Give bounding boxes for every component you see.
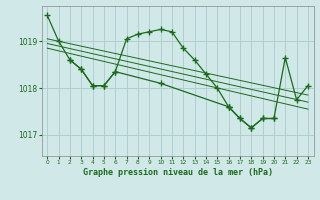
X-axis label: Graphe pression niveau de la mer (hPa): Graphe pression niveau de la mer (hPa) — [83, 168, 273, 177]
